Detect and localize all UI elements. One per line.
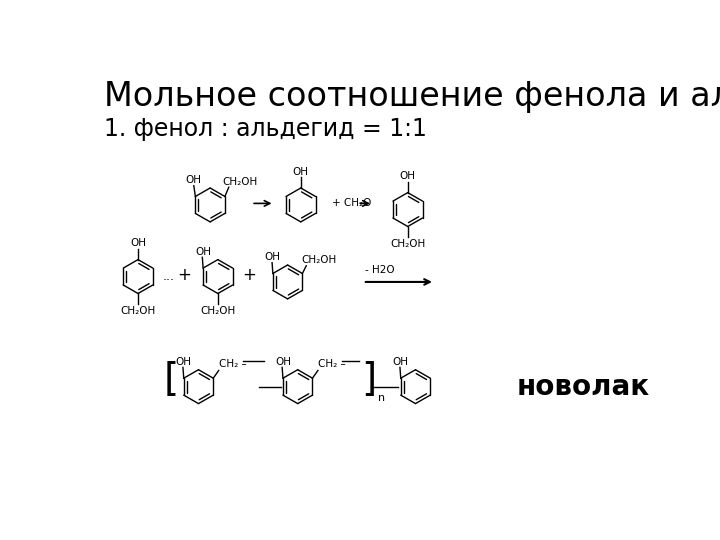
Text: + CH₂O: + CH₂O xyxy=(332,198,372,208)
Text: CH₂ –: CH₂ – xyxy=(318,359,346,369)
Text: n: n xyxy=(378,393,385,403)
Text: OH: OH xyxy=(293,167,309,177)
Text: OH: OH xyxy=(186,176,202,185)
Text: CH₂OH: CH₂OH xyxy=(222,177,258,187)
Text: OH: OH xyxy=(400,172,415,181)
Text: CH₂OH: CH₂OH xyxy=(390,239,426,249)
Text: 1. фенол : альдегид = 1:1: 1. фенол : альдегид = 1:1 xyxy=(104,117,427,141)
Text: OH: OH xyxy=(392,357,409,367)
Text: ]: ] xyxy=(361,361,377,400)
Text: OH: OH xyxy=(265,252,281,262)
Text: CH₂ –: CH₂ – xyxy=(219,359,246,369)
Text: [: [ xyxy=(163,361,179,400)
Text: Мольное соотношение фенола и альдегида: Мольное соотношение фенола и альдегида xyxy=(104,80,720,113)
Text: +: + xyxy=(242,266,256,284)
Text: - H2O: - H2O xyxy=(365,265,395,275)
Text: OH: OH xyxy=(195,247,211,257)
Text: новолак: новолак xyxy=(516,373,649,401)
Text: OH: OH xyxy=(176,357,192,367)
Text: CH₂OH: CH₂OH xyxy=(120,306,156,316)
Text: CH₂OH: CH₂OH xyxy=(302,255,337,265)
Text: ...: ... xyxy=(163,270,175,283)
Text: +: + xyxy=(178,266,192,284)
Text: OH: OH xyxy=(275,357,291,367)
Text: CH₂OH: CH₂OH xyxy=(200,306,235,316)
Text: OH: OH xyxy=(130,239,146,248)
